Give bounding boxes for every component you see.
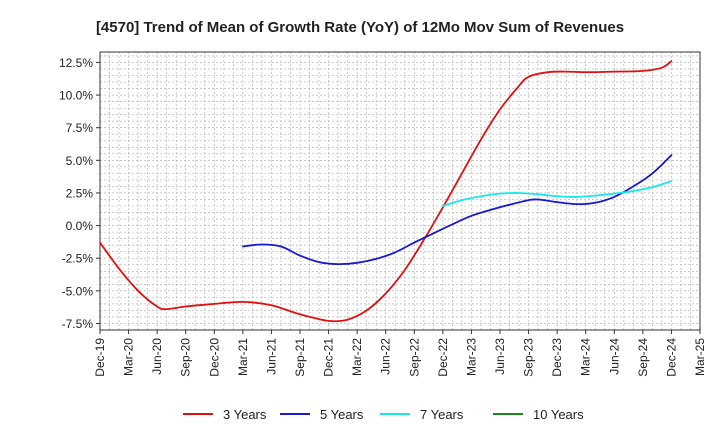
x-tick-label: Jun-24 [607,338,621,375]
x-tick-label: Mar-24 [579,338,593,376]
y-tick-label: 2.5% [66,186,94,200]
legend: 3 Years 5 Years 7 Years 10 Years [183,407,584,422]
y-tick-label: 0.0% [66,219,94,233]
x-tick-label: Jun-21 [264,338,278,375]
series-layer [99,60,673,323]
x-tick-label: Jun-23 [493,338,507,375]
y-tick-label: 10.0% [59,89,93,103]
x-tick-label: Dec-22 [436,338,450,377]
x-tick-label: Jun-20 [150,338,164,375]
x-tick-label: Mar-23 [464,338,478,376]
x-tick-label: Dec-24 [664,338,678,377]
x-tick-label: Mar-25 [693,338,707,376]
y-tick-label: 12.5% [59,56,93,70]
chart-title: [4570] Trend of Mean of Growth Rate (YoY… [96,19,624,36]
axis-layer: -7.5% -5.0% -2.5% 0.0% 2.5% 5.0% 7.5% 10.0% 12.5… [59,51,707,377]
x-tick-label: Mar-21 [236,338,250,376]
y-tick-label: 5.0% [66,154,94,168]
x-tick-label: Sep-20 [179,338,193,377]
legend-label-7-years: 7 Years [420,407,464,422]
x-tick-label: Mar-20 [122,338,136,376]
x-tick-label: Dec-19 [93,338,107,377]
x-tick-label: Dec-23 [550,338,564,377]
x-tick-label: Sep-24 [636,338,650,377]
x-tick-label: Jun-22 [379,338,393,375]
x-tick-label: Sep-22 [407,338,421,377]
x-tick-label: Dec-21 [322,338,336,377]
x-tick-label: Dec-20 [207,338,221,377]
y-tick-label: 7.5% [66,121,94,135]
y-tick-label: -7.5% [62,317,94,331]
plot-frame [99,51,701,331]
x-tick-label: Mar-22 [350,338,364,376]
legend-label-3-years: 3 Years [223,407,267,422]
y-tick-label: -5.0% [62,284,94,298]
series-line-5-years [242,154,673,266]
y-tick-label: -2.5% [62,252,94,266]
series-line-3-years [99,60,673,323]
x-tick-label: Sep-21 [293,338,307,377]
series-line-7-years [442,180,673,207]
legend-label-10-years: 10 Years [533,407,584,422]
grid-layer [99,52,701,331]
legend-label-5-years: 5 Years [320,407,364,422]
x-tick-label: Sep-23 [522,338,536,377]
